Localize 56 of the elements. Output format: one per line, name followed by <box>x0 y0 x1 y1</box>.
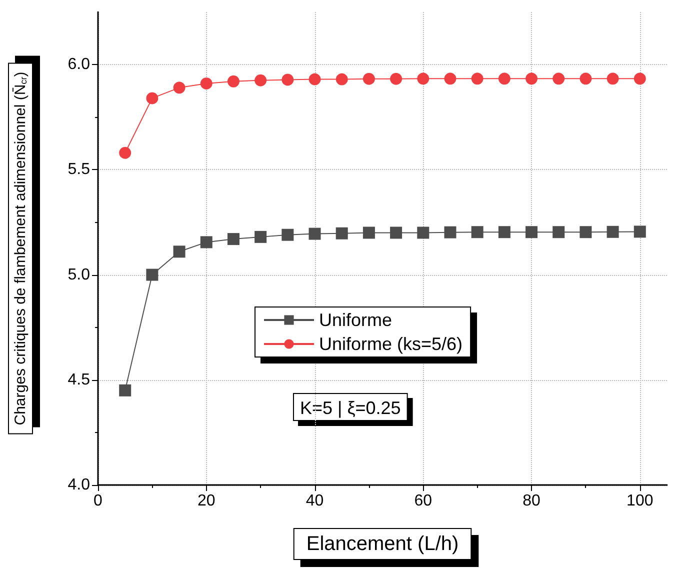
point <box>362 226 375 239</box>
point <box>308 73 321 86</box>
point <box>362 72 375 85</box>
point <box>417 226 430 239</box>
point <box>634 226 646 238</box>
point <box>526 226 538 238</box>
point <box>119 384 132 396</box>
y-tick-label: 5.0 <box>68 266 90 284</box>
point <box>606 226 619 238</box>
point <box>200 77 212 90</box>
point <box>390 72 402 85</box>
point <box>146 268 158 281</box>
point <box>173 82 186 94</box>
point <box>498 226 510 238</box>
point <box>146 92 158 104</box>
point <box>580 72 592 85</box>
point <box>634 72 646 85</box>
point <box>444 72 456 85</box>
point <box>606 72 619 85</box>
legend-label: Uniforme <box>319 310 392 330</box>
point <box>227 233 240 246</box>
point <box>119 146 132 159</box>
x-tick-label: 20 <box>197 492 216 510</box>
point <box>254 230 267 243</box>
point <box>336 73 348 86</box>
x-tick-label: 100 <box>626 492 654 510</box>
point <box>526 72 538 85</box>
point <box>552 72 565 85</box>
x-tick-label: 0 <box>94 492 103 510</box>
legend-label: Uniforme (ks=5/6) <box>319 334 463 354</box>
y-tick-label: 6.0 <box>68 56 90 74</box>
x-tick-label: 80 <box>522 492 541 510</box>
point <box>390 226 402 239</box>
y-axis-title: Charges critiques de flambement adimensionnel (N̄cr) <box>12 72 29 426</box>
point <box>200 236 212 248</box>
y-tick-label: 4.0 <box>68 476 90 494</box>
point <box>282 228 294 241</box>
point <box>580 226 592 238</box>
point <box>444 226 456 238</box>
x-tick-label: 40 <box>306 492 324 510</box>
x-axis-title: Elancement (L/h) <box>306 533 459 555</box>
point <box>471 72 484 85</box>
y-tick-label: 4.5 <box>68 371 90 388</box>
point <box>552 226 565 238</box>
y-tick-label: 5.5 <box>68 161 90 178</box>
point <box>336 227 348 240</box>
point <box>282 74 294 86</box>
point <box>173 246 186 258</box>
point <box>308 228 321 240</box>
point <box>254 74 267 86</box>
annotation: K=5 | ξ=0.25 <box>300 398 401 418</box>
point <box>498 72 510 85</box>
point <box>227 75 240 88</box>
point <box>417 72 430 85</box>
x-tick-label: 60 <box>414 492 432 510</box>
point <box>471 226 484 238</box>
